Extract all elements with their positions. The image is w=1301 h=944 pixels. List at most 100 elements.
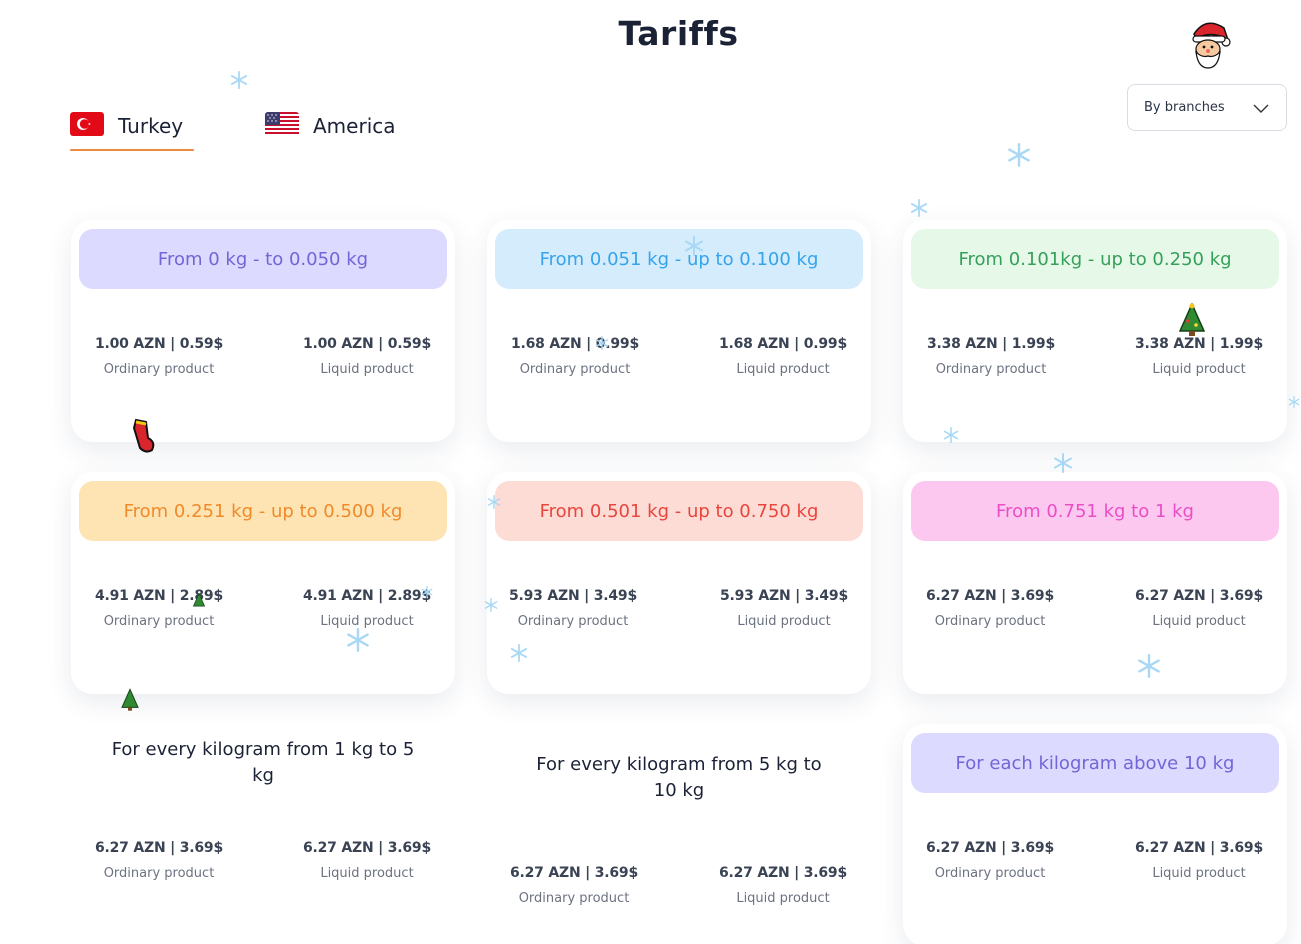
price-ordinary: 1.00 AZN | 0.59$ Ordinary product	[69, 336, 249, 377]
product-type: Ordinary product	[934, 866, 1046, 881]
snowflake-icon	[1053, 453, 1073, 477]
tariff-card-header: For every kilogram from 1 kg to 5 kg	[111, 739, 415, 786]
product-type: Liquid product	[737, 614, 831, 629]
snowflake-icon	[909, 199, 929, 221]
price-ordinary: 3.38 AZN | 1.99$ Ordinary product	[901, 336, 1081, 377]
country-tabs: Turkey America	[70, 106, 396, 151]
price-value: 5.93 AZN | 3.49$	[719, 588, 849, 604]
snowflake-icon	[487, 494, 501, 514]
snowflake-icon	[595, 335, 609, 354]
snowflake-icon	[230, 71, 248, 93]
product-type: Liquid product	[320, 614, 414, 629]
christmas-tree-icon	[1177, 302, 1207, 341]
price-ordinary: 6.27 AZN | 3.69$ Ordinary product	[484, 865, 664, 906]
product-type: Liquid product	[1152, 362, 1246, 377]
price-value: 1.00 AZN | 0.59$	[94, 336, 224, 352]
price-value: 6.27 AZN | 3.69$	[94, 840, 224, 856]
snowflake-icon	[484, 597, 498, 616]
branch-select-value: By branches	[1144, 100, 1225, 115]
tab-label: America	[313, 114, 396, 138]
product-type: Ordinary product	[518, 891, 630, 906]
snowflake-icon	[1288, 393, 1300, 412]
price-liquid: 6.27 AZN | 3.69$ Liquid product	[1109, 588, 1289, 629]
price-value: 6.27 AZN | 3.69$	[925, 840, 1055, 856]
price-liquid: 1.00 AZN | 0.59$ Liquid product	[277, 336, 457, 377]
product-type: Ordinary product	[103, 614, 215, 629]
price-liquid: 6.27 AZN | 3.69$ Liquid product	[693, 865, 873, 906]
product-type: Ordinary product	[519, 362, 631, 377]
christmas-tree-icon	[120, 688, 140, 716]
product-type: Liquid product	[736, 362, 830, 377]
branch-select[interactable]: By branches	[1127, 84, 1287, 131]
price-ordinary: 6.27 AZN | 3.69$ Ordinary product	[900, 588, 1080, 629]
tab-turkey[interactable]: Turkey	[70, 106, 194, 151]
product-type: Ordinary product	[934, 614, 1046, 629]
price-ordinary: 5.93 AZN | 3.49$ Ordinary product	[483, 588, 663, 629]
price-ordinary: 6.27 AZN | 3.69$ Ordinary product	[69, 840, 249, 881]
tariff-card-header: From 0 kg - to 0.050 kg	[79, 229, 447, 289]
price-value: 6.27 AZN | 3.69$	[925, 588, 1055, 604]
tariff-card: From 0.101kg - up to 0.250 kg 3.38 AZN |…	[903, 220, 1287, 442]
tariff-card: From 0 kg - to 0.050 kg 1.00 AZN | 0.59$…	[71, 220, 455, 442]
price-value: 6.27 AZN | 3.69$	[302, 840, 432, 856]
snowflake-icon	[684, 236, 704, 260]
page-title: Tariffs	[618, 14, 739, 53]
christmas-tree-icon	[192, 592, 206, 613]
tariff-card-header: From 0.051 kg - up to 0.100 kg	[495, 229, 863, 289]
product-type: Ordinary product	[103, 362, 215, 377]
price-value: 1.00 AZN | 0.59$	[302, 336, 432, 352]
product-type: Liquid product	[320, 362, 414, 377]
price-value: 6.27 AZN | 3.69$	[1134, 840, 1264, 856]
snowflake-icon	[421, 584, 433, 604]
tariff-card-header: For each kilogram above 10 kg	[911, 733, 1279, 793]
snowflake-icon	[1007, 143, 1031, 171]
price-liquid: 4.91 AZN | 2.89$ Liquid product	[277, 588, 457, 629]
tariff-card: From 0.501 kg - up to 0.750 kg 5.93 AZN …	[487, 472, 871, 694]
price-value: 3.38 AZN | 1.99$	[1134, 336, 1264, 352]
product-type: Liquid product	[320, 866, 414, 881]
product-type: Ordinary product	[103, 866, 215, 881]
product-type: Liquid product	[1152, 614, 1246, 629]
snowflake-icon	[941, 427, 961, 447]
tab-label: Turkey	[118, 114, 184, 138]
chevron-down-icon	[1252, 99, 1270, 121]
price-ordinary: 6.27 AZN | 3.69$ Ordinary product	[900, 840, 1080, 881]
price-value: 1.68 AZN | 0.99$	[718, 336, 848, 352]
price-liquid: 6.27 AZN | 3.69$ Liquid product	[277, 840, 457, 881]
price-value: 3.38 AZN | 1.99$	[926, 336, 1056, 352]
tab-america[interactable]: America	[265, 106, 396, 146]
snowflake-icon	[507, 644, 531, 666]
snowflake-icon	[346, 628, 370, 656]
price-value: 1.68 AZN | 0.99$	[510, 336, 640, 352]
tariff-card-header: From 0.101kg - up to 0.250 kg	[911, 229, 1279, 289]
santa-icon	[1184, 18, 1232, 70]
tariff-card: For each kilogram above 10 kg 6.27 AZN |…	[903, 724, 1287, 944]
product-type: Ordinary product	[935, 362, 1047, 377]
product-type: Liquid product	[1152, 866, 1246, 881]
price-value: 6.27 AZN | 3.69$	[718, 865, 848, 881]
snowflake-icon	[1137, 654, 1161, 682]
price-ordinary: 4.91 AZN | 2.89$ Ordinary product	[69, 588, 249, 629]
price-liquid: 5.93 AZN | 3.49$ Liquid product	[694, 588, 874, 629]
price-liquid: 6.27 AZN | 3.69$ Liquid product	[1109, 840, 1289, 881]
price-liquid: 1.68 AZN | 0.99$ Liquid product	[693, 336, 873, 377]
stocking-icon	[130, 418, 158, 458]
price-value: 6.27 AZN | 3.69$	[509, 865, 639, 881]
price-value: 5.93 AZN | 3.49$	[508, 588, 638, 604]
product-type: Ordinary product	[517, 614, 629, 629]
price-ordinary: 1.68 AZN | 0.99$ Ordinary product	[485, 336, 665, 377]
tariff-card: From 0.251 kg - up to 0.500 kg 4.91 AZN …	[71, 472, 455, 694]
price-value: 4.91 AZN | 2.89$	[94, 588, 224, 604]
price-liquid: 3.38 AZN | 1.99$ Liquid product	[1109, 336, 1289, 377]
usa-flag-icon	[265, 112, 299, 140]
tariff-card-header: From 0.251 kg - up to 0.500 kg	[79, 481, 447, 541]
tariff-card: From 0.051 kg - up to 0.100 kg 1.68 AZN …	[487, 220, 871, 442]
tariff-card: For every kilogram from 5 kg to 10 kg 6.…	[487, 724, 871, 944]
price-value: 4.91 AZN | 2.89$	[302, 588, 432, 604]
tariff-card-header: From 0.751 kg to 1 kg	[911, 481, 1279, 541]
tariff-card: For every kilogram from 1 kg to 5 kg 6.2…	[71, 724, 455, 944]
product-type: Liquid product	[736, 891, 830, 906]
tariff-card-header: For every kilogram from 5 kg to 10 kg	[536, 754, 822, 801]
tariff-card-header: From 0.501 kg - up to 0.750 kg	[495, 481, 863, 541]
turkey-flag-icon	[70, 112, 104, 140]
